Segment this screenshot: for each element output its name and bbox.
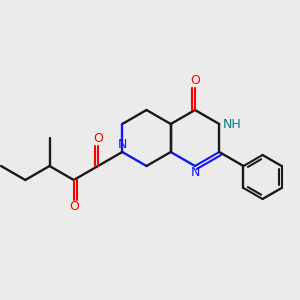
- Text: O: O: [190, 74, 200, 88]
- Text: N: N: [118, 139, 127, 152]
- Text: N: N: [190, 167, 200, 179]
- Text: O: O: [69, 200, 79, 214]
- Text: NH: NH: [223, 118, 242, 130]
- Text: O: O: [93, 133, 103, 146]
